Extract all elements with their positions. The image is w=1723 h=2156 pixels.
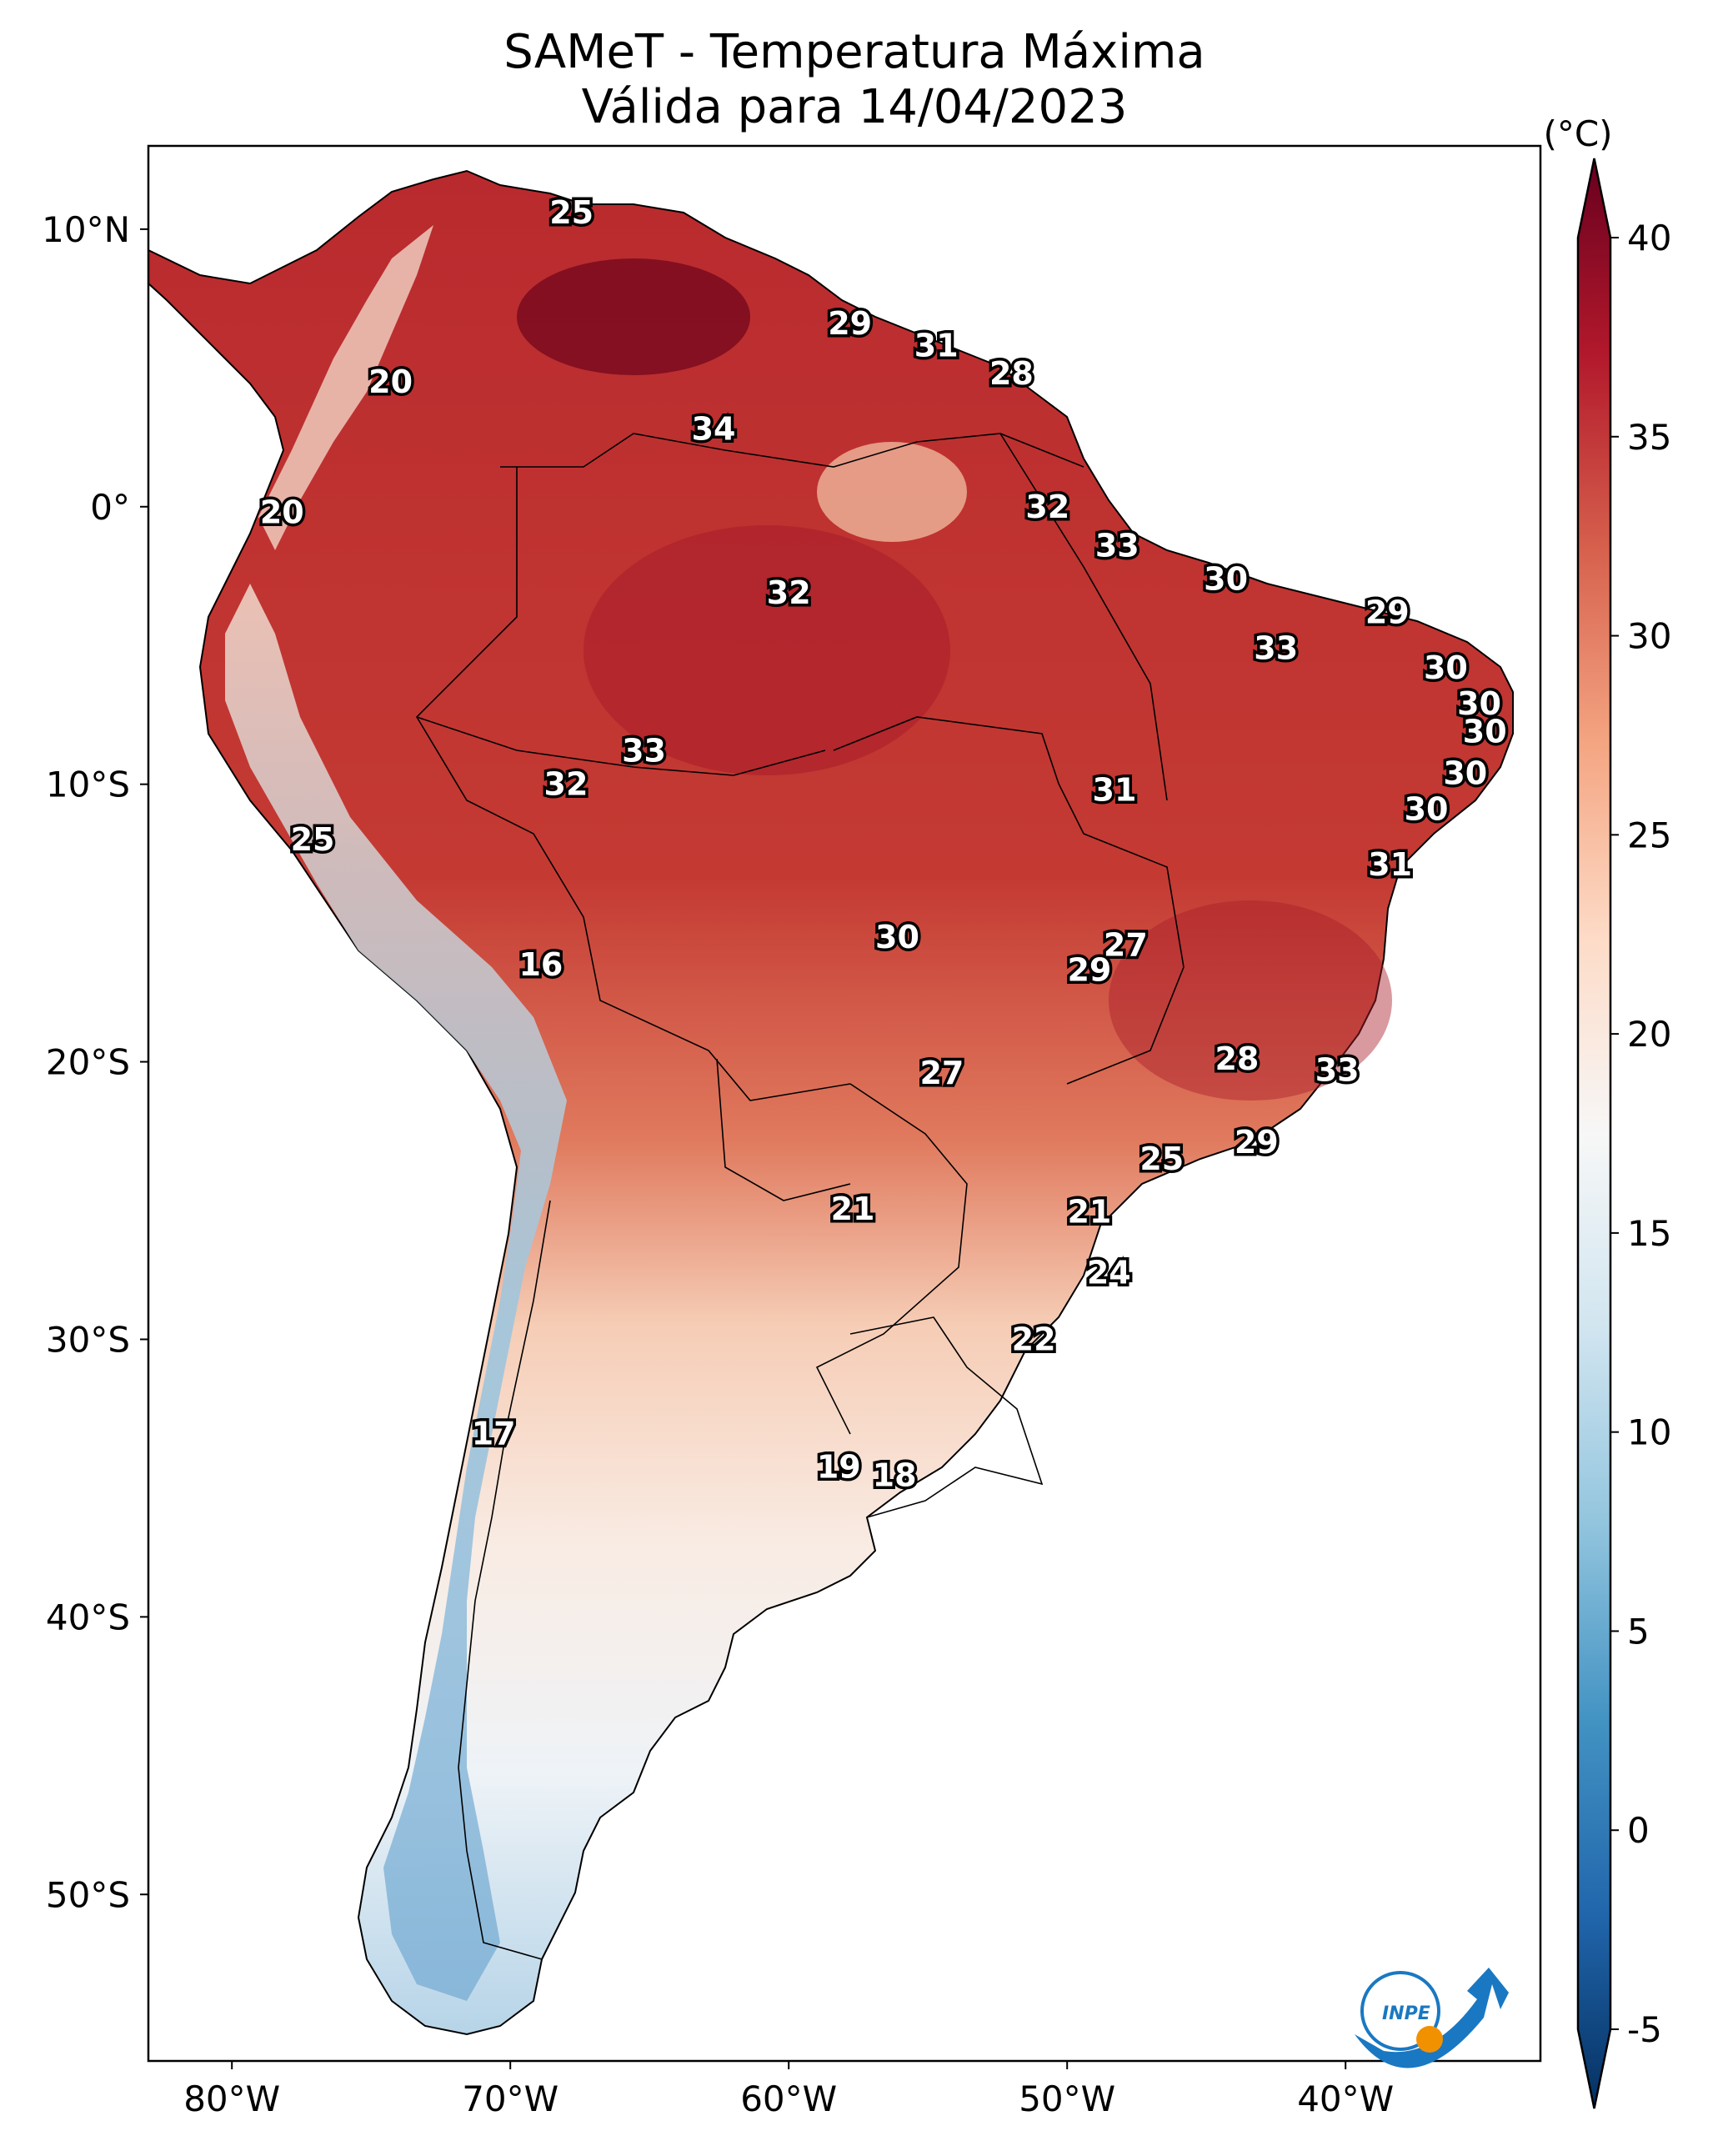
andes-north-cold-band bbox=[258, 225, 433, 550]
country-borders bbox=[415, 433, 1185, 1960]
temperature-value-label: 32 bbox=[544, 766, 589, 803]
lon-tick-label: 40°W bbox=[1297, 2078, 1394, 2119]
lon-tick-label: 70°W bbox=[462, 2078, 558, 2119]
temperature-value-label: 32 bbox=[1025, 489, 1069, 525]
temperature-value-label: 30 bbox=[1463, 713, 1507, 750]
temperature-value-label: 20 bbox=[260, 494, 304, 530]
temperature-value-label: 21 bbox=[831, 1191, 875, 1227]
temperature-value-label: 34 bbox=[692, 411, 736, 448]
temperature-value-label: 29 bbox=[828, 305, 872, 342]
latitude-ticks: 10°N 0° 10°S 20°S 30°S 40°S 50°S bbox=[42, 209, 148, 1915]
colorbar-tick-label: 10 bbox=[1627, 1412, 1671, 1453]
hot-spot-venezuela bbox=[517, 258, 750, 375]
temperature-value-label: 33 bbox=[1315, 1052, 1360, 1089]
lon-tick-label: 60°W bbox=[740, 2078, 837, 2119]
inpe-logo: INPE bbox=[1355, 1968, 1509, 2068]
warm-spot-guiana-highlands bbox=[817, 442, 967, 542]
temperature-value-label: 30 bbox=[875, 919, 919, 955]
lat-tick-label: 20°S bbox=[46, 1042, 130, 1083]
temperature-value-label: 28 bbox=[1215, 1040, 1259, 1077]
colorbar-body bbox=[1576, 158, 1612, 2109]
temperature-value-label: 17 bbox=[472, 1416, 516, 1452]
temperature-value-label: 31 bbox=[1093, 771, 1137, 808]
temperature-value-label: 33 bbox=[1254, 630, 1298, 667]
colorbar-tick-label: -5 bbox=[1627, 2009, 1662, 2050]
map-area bbox=[148, 169, 1514, 2036]
temperature-value-label: 19 bbox=[817, 1449, 861, 1486]
temperature-value-label: 33 bbox=[622, 733, 666, 770]
lat-tick-label: 10°S bbox=[46, 765, 130, 805]
colorbar: 40 35 30 25 20 15 10 5 0 -5 (°C) bbox=[1543, 113, 1671, 2109]
temperature-value-label: 30 bbox=[1443, 755, 1487, 791]
colorbar-tick-label: 5 bbox=[1627, 1611, 1650, 1652]
temperature-value-label: 25 bbox=[1139, 1141, 1184, 1177]
temperature-value-label: 27 bbox=[1104, 927, 1148, 964]
temperature-value-label: 25 bbox=[291, 821, 335, 858]
temperature-value-label: 32 bbox=[767, 574, 811, 611]
hot-spot-southeast bbox=[1109, 900, 1392, 1101]
hot-spot-amazon bbox=[584, 525, 950, 775]
map-frame bbox=[147, 144, 1542, 2063]
lat-tick-label: 0° bbox=[90, 487, 130, 528]
temperature-value-label: 31 bbox=[914, 328, 959, 364]
temperature-value-label: 31 bbox=[1368, 846, 1412, 883]
lat-tick-label: 40°S bbox=[46, 1597, 130, 1637]
colorbar-tick-label: 40 bbox=[1627, 218, 1671, 258]
temperature-value-label: 28 bbox=[989, 355, 1034, 392]
temperature-value-label: 30 bbox=[1405, 791, 1449, 828]
lat-tick-label: 50°S bbox=[46, 1874, 130, 1915]
colorbar-tick-label: 0 bbox=[1627, 1810, 1650, 1851]
temperature-value-label: 29 bbox=[1235, 1124, 1279, 1161]
map-title: SAMeT - Temperatura Máxima bbox=[503, 25, 1205, 79]
andes-cold-band bbox=[225, 584, 567, 2001]
temperature-value-label: 30 bbox=[1457, 685, 1501, 722]
temperature-value-label: 29 bbox=[1067, 952, 1111, 989]
colorbar-tick-label: 20 bbox=[1627, 1014, 1671, 1055]
lon-tick-label: 50°W bbox=[1019, 2078, 1115, 2119]
inpe-logo-text: INPE bbox=[1382, 2003, 1430, 2024]
temperature-value-label: 29 bbox=[1365, 594, 1410, 630]
temperature-value-label: 27 bbox=[919, 1055, 964, 1091]
temperature-value-label: 22 bbox=[1012, 1321, 1056, 1357]
lon-tick-label: 80°W bbox=[183, 2078, 280, 2119]
lat-tick-label: 10°N bbox=[42, 209, 130, 250]
temperature-value-label: 16 bbox=[518, 946, 563, 983]
temperature-value-label: 30 bbox=[1424, 649, 1468, 686]
south-america-landmass bbox=[148, 169, 1514, 2036]
colorbar-ticks: 40 35 30 25 20 15 10 5 0 -5 bbox=[1610, 218, 1671, 2050]
temperature-value-label: 25 bbox=[549, 194, 594, 231]
colorbar-tick-label: 15 bbox=[1627, 1213, 1671, 1254]
colorbar-tick-label: 30 bbox=[1627, 616, 1671, 657]
temperature-value-label: 30 bbox=[1204, 560, 1248, 597]
temperature-value-label: 18 bbox=[873, 1457, 917, 1494]
temperature-value-label: 24 bbox=[1087, 1255, 1131, 1291]
temperature-value-label: 21 bbox=[1067, 1193, 1111, 1230]
map-subtitle: Válida para 14/04/2023 bbox=[581, 80, 1128, 134]
colorbar-units: (°C) bbox=[1543, 113, 1612, 154]
lat-tick-label: 30°S bbox=[46, 1319, 130, 1360]
longitude-ticks: 80°W 70°W 60°W 50°W 40°W bbox=[183, 2061, 1394, 2119]
temperature-value-label: 33 bbox=[1095, 527, 1139, 564]
colorbar-tick-label: 25 bbox=[1627, 815, 1671, 855]
colorbar-tick-label: 35 bbox=[1627, 417, 1671, 458]
temperature-value-label: 20 bbox=[368, 364, 413, 400]
